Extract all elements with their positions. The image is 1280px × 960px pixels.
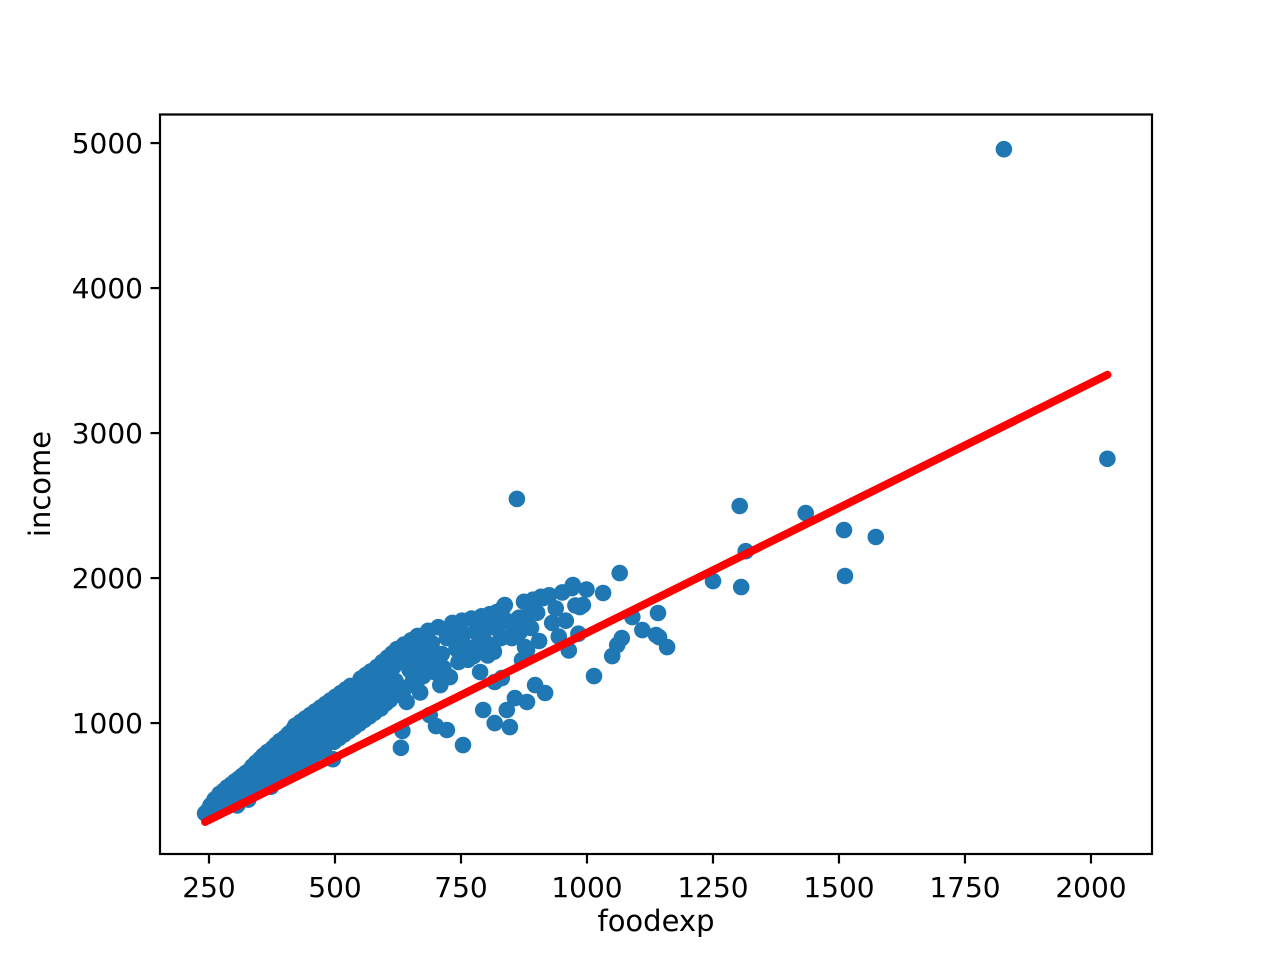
scatter-point [585,667,603,685]
scatter-point [543,614,561,632]
scatter-point [731,497,748,515]
scatter-point [441,668,459,686]
scatter-point [486,714,504,732]
scatter-point [611,564,628,582]
x-axis-label: foodexp [597,904,714,938]
scatter-point [411,684,429,701]
y-tick-label: 1000 [72,707,143,740]
scatter-point [704,572,722,590]
x-tick-label: 750 [434,871,487,904]
scatter-point [423,634,441,652]
scatter-point [392,739,410,757]
scatter-point [540,587,558,604]
scatter-point [474,701,492,719]
y-axis-label: income [23,431,57,537]
fit-line [201,370,1112,826]
scatter-point [634,621,651,639]
x-tick-label: 1750 [929,871,1000,904]
scatter-point [732,578,750,596]
scatter-point [498,701,516,719]
scatter-point [658,638,676,656]
scatter-point [518,693,536,711]
scatter-point [835,521,853,539]
scatter-point [518,641,536,659]
y-tick-label: 4000 [72,272,143,305]
scatter-point [536,684,554,702]
scatter-point [508,490,526,508]
scatter-series [196,140,1116,822]
x-tick-label: 1500 [803,871,874,904]
x-tick-label: 1250 [677,871,748,904]
x-tick-label: 250 [182,871,235,904]
scatter-point [398,693,415,711]
scatter-point [578,581,595,598]
plot-border [158,113,1154,856]
scatter-point [530,632,548,650]
scatter-point [594,584,612,602]
scatter-point [547,600,564,617]
scatter-point [454,736,472,754]
x-tick-label: 500 [308,871,361,904]
scatter-point [1099,450,1116,468]
y-tick-label: 3000 [72,417,143,450]
scatter-point [433,645,451,663]
y-tick-label: 2000 [72,562,143,595]
scatter-point [522,619,540,637]
scatter-point [471,663,489,681]
y-axis: 1000 2000 3000 4000 5000 [72,127,160,740]
scatter-point [528,604,546,621]
scatter-point [797,504,814,522]
x-tick-label: 1000 [551,871,622,904]
scatter-point [649,604,667,622]
scatter-point [574,596,592,614]
scatter-point [438,721,456,739]
regression-line [201,370,1112,826]
scatter-point [496,596,514,614]
scatter-point [564,576,582,594]
scatter-point [867,528,885,546]
scatter-point [557,612,575,629]
scatter-point [501,718,519,736]
scatter-point [613,629,631,647]
y-tick-label: 5000 [72,127,143,160]
scatter-point [836,567,854,585]
scatter-point [485,643,503,660]
x-tick-label: 2000 [1055,871,1126,904]
scatter-point [995,140,1013,158]
x-axis: 250 500 750 1000 1250 1500 1750 2000 [182,854,1127,904]
